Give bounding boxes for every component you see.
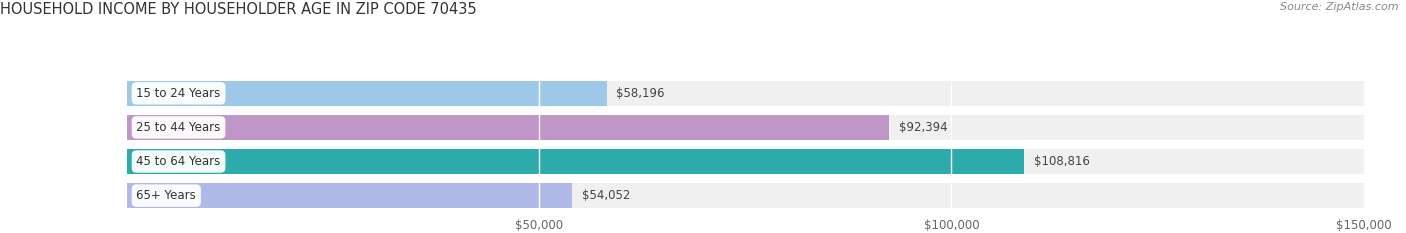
- Bar: [127, 115, 1364, 140]
- Text: Source: ZipAtlas.com: Source: ZipAtlas.com: [1281, 2, 1399, 12]
- Bar: [127, 81, 606, 106]
- Bar: [127, 149, 1364, 174]
- Text: 25 to 44 Years: 25 to 44 Years: [136, 121, 221, 134]
- Text: 65+ Years: 65+ Years: [136, 189, 197, 202]
- Text: $58,196: $58,196: [616, 87, 665, 100]
- Text: $108,816: $108,816: [1033, 155, 1090, 168]
- Text: $54,052: $54,052: [582, 189, 631, 202]
- Bar: [127, 149, 1024, 174]
- Bar: [127, 183, 1364, 208]
- Text: 15 to 24 Years: 15 to 24 Years: [136, 87, 221, 100]
- Bar: [127, 115, 889, 140]
- Text: 45 to 64 Years: 45 to 64 Years: [136, 155, 221, 168]
- Text: HOUSEHOLD INCOME BY HOUSEHOLDER AGE IN ZIP CODE 70435: HOUSEHOLD INCOME BY HOUSEHOLDER AGE IN Z…: [0, 2, 477, 17]
- Text: $92,394: $92,394: [898, 121, 948, 134]
- Bar: [127, 183, 572, 208]
- Bar: [127, 81, 1364, 106]
